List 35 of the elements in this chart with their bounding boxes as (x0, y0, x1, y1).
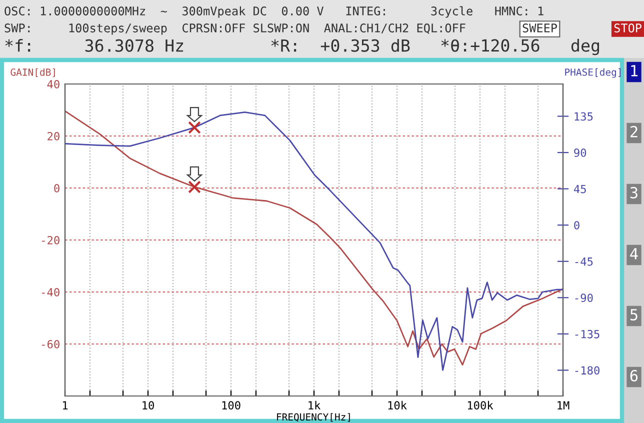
text: 4 (630, 248, 638, 260)
y-tick-label: -20 (42, 236, 60, 244)
y-tick-label: 0 (54, 184, 60, 192)
y2-tick-label: -45 (575, 258, 593, 266)
y2-tick-label: 135 (574, 112, 593, 121)
text: 3 (630, 186, 638, 198)
y-axis-title: GAIN[dB] (10, 68, 55, 78)
text: OSC: 1.0000000000MHz ~ 300mVpeak DC 0.00 V INTEG: 3cycle HMNC: 1 (4, 6, 544, 18)
x-tick-label: 10 (142, 401, 154, 410)
text: *θ:+120.56 deg (441, 38, 599, 56)
y2-tick-label: -135 (575, 330, 600, 338)
x-tick-label: 10k (388, 400, 407, 410)
text: SWEEP (522, 24, 558, 32)
text: *R: +0.353 dB (271, 38, 410, 52)
text: STOP (614, 24, 642, 32)
x-tick-label: 1 (62, 401, 68, 410)
y2-tick-label: -180 (575, 366, 600, 375)
text: 5 (630, 309, 638, 320)
x-tick-label: 1k (308, 400, 321, 410)
text: 1 (631, 65, 638, 76)
text: *f: 36.3078 Hz (5, 38, 184, 52)
y2-tick-label: 90 (574, 148, 586, 157)
text: 6 (630, 370, 638, 382)
y2-tick-label: 0 (574, 221, 580, 230)
text: 2 (630, 126, 638, 138)
x-tick-label: 100k (468, 400, 494, 410)
y-tick-label: -60 (42, 340, 60, 348)
y-tick-label: 40 (47, 80, 60, 88)
y-tick-label: 20 (48, 132, 60, 140)
y2-tick-label: -90 (575, 294, 593, 302)
y-tick-label: -40 (42, 288, 60, 296)
text: SWP: 100steps/sweep CPRSN:OFF SLSWP:ON ANAL:CH1/CH2 EQL:OFF (4, 24, 466, 35)
x-tick-label: 100 (222, 401, 240, 410)
y2-tick-label: 45 (574, 184, 586, 194)
x-tick-label: 1M (558, 401, 570, 410)
